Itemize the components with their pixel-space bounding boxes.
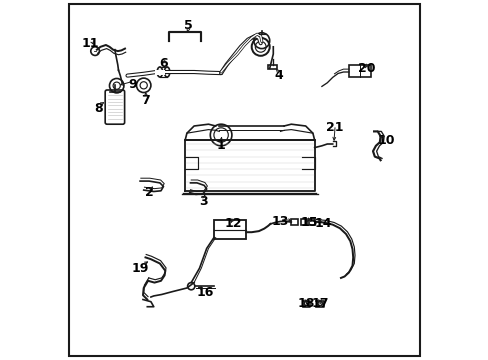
Text: 7: 7 xyxy=(141,94,149,107)
Text: 19: 19 xyxy=(131,262,148,275)
Text: 3: 3 xyxy=(199,195,207,208)
Bar xyxy=(291,219,298,225)
Text: 9: 9 xyxy=(128,78,137,91)
Text: 8: 8 xyxy=(94,102,103,114)
Text: 1: 1 xyxy=(216,139,225,152)
Bar xyxy=(348,65,370,77)
Text: 14: 14 xyxy=(314,217,331,230)
FancyBboxPatch shape xyxy=(105,90,124,124)
Text: 12: 12 xyxy=(224,217,241,230)
Text: 13: 13 xyxy=(270,215,288,228)
Bar xyxy=(301,219,306,225)
Bar xyxy=(213,220,246,239)
Text: 5: 5 xyxy=(184,19,193,32)
Text: 21: 21 xyxy=(325,121,343,134)
Text: 15: 15 xyxy=(300,216,317,229)
Text: 2: 2 xyxy=(144,186,153,199)
Bar xyxy=(267,65,276,69)
Text: 10: 10 xyxy=(377,134,395,147)
Text: 6: 6 xyxy=(159,57,167,69)
Text: 20: 20 xyxy=(357,62,375,75)
Text: 18: 18 xyxy=(297,297,314,310)
Text: 4: 4 xyxy=(274,69,283,82)
Text: 17: 17 xyxy=(311,297,328,310)
Bar xyxy=(309,219,314,225)
Text: 16: 16 xyxy=(196,286,213,299)
Text: 11: 11 xyxy=(81,37,99,50)
